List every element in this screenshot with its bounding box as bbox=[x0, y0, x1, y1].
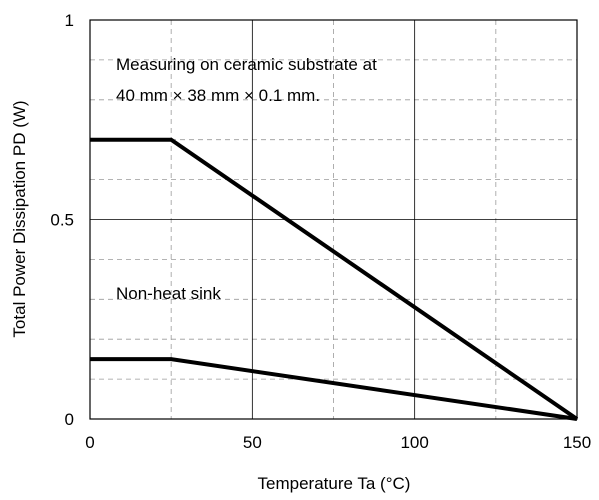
y-axis-title: Total Power Dissipation PD (W) bbox=[10, 100, 29, 337]
x-tick-label: 150 bbox=[563, 433, 591, 452]
x-tick-label: 50 bbox=[243, 433, 262, 452]
annotation-substrate-line1: Measuring on ceramic substrate at bbox=[116, 55, 377, 74]
series-line-1 bbox=[90, 137, 579, 421]
series-layer bbox=[90, 137, 579, 421]
y-tick-label: 1 bbox=[65, 11, 74, 30]
y-tick-label: 0 bbox=[65, 410, 74, 429]
x-tick-labels: 0 50 100 150 bbox=[85, 433, 591, 452]
annotation-non-heat-sink: Non-heat sink bbox=[116, 284, 221, 303]
x-axis-title: Temperature Ta (°C) bbox=[258, 474, 411, 493]
major-grid bbox=[90, 20, 577, 419]
annotation-substrate-line2: 40 mm × 38 mm × 0.1 mm. bbox=[116, 86, 320, 105]
series-line-2 bbox=[90, 357, 578, 421]
x-tick-label: 100 bbox=[400, 433, 428, 452]
plot-frame bbox=[89, 19, 578, 420]
y-tick-label: 0.5 bbox=[50, 211, 74, 230]
x-tick-label: 0 bbox=[85, 433, 94, 452]
y-tick-labels: 00.51 bbox=[50, 11, 74, 429]
